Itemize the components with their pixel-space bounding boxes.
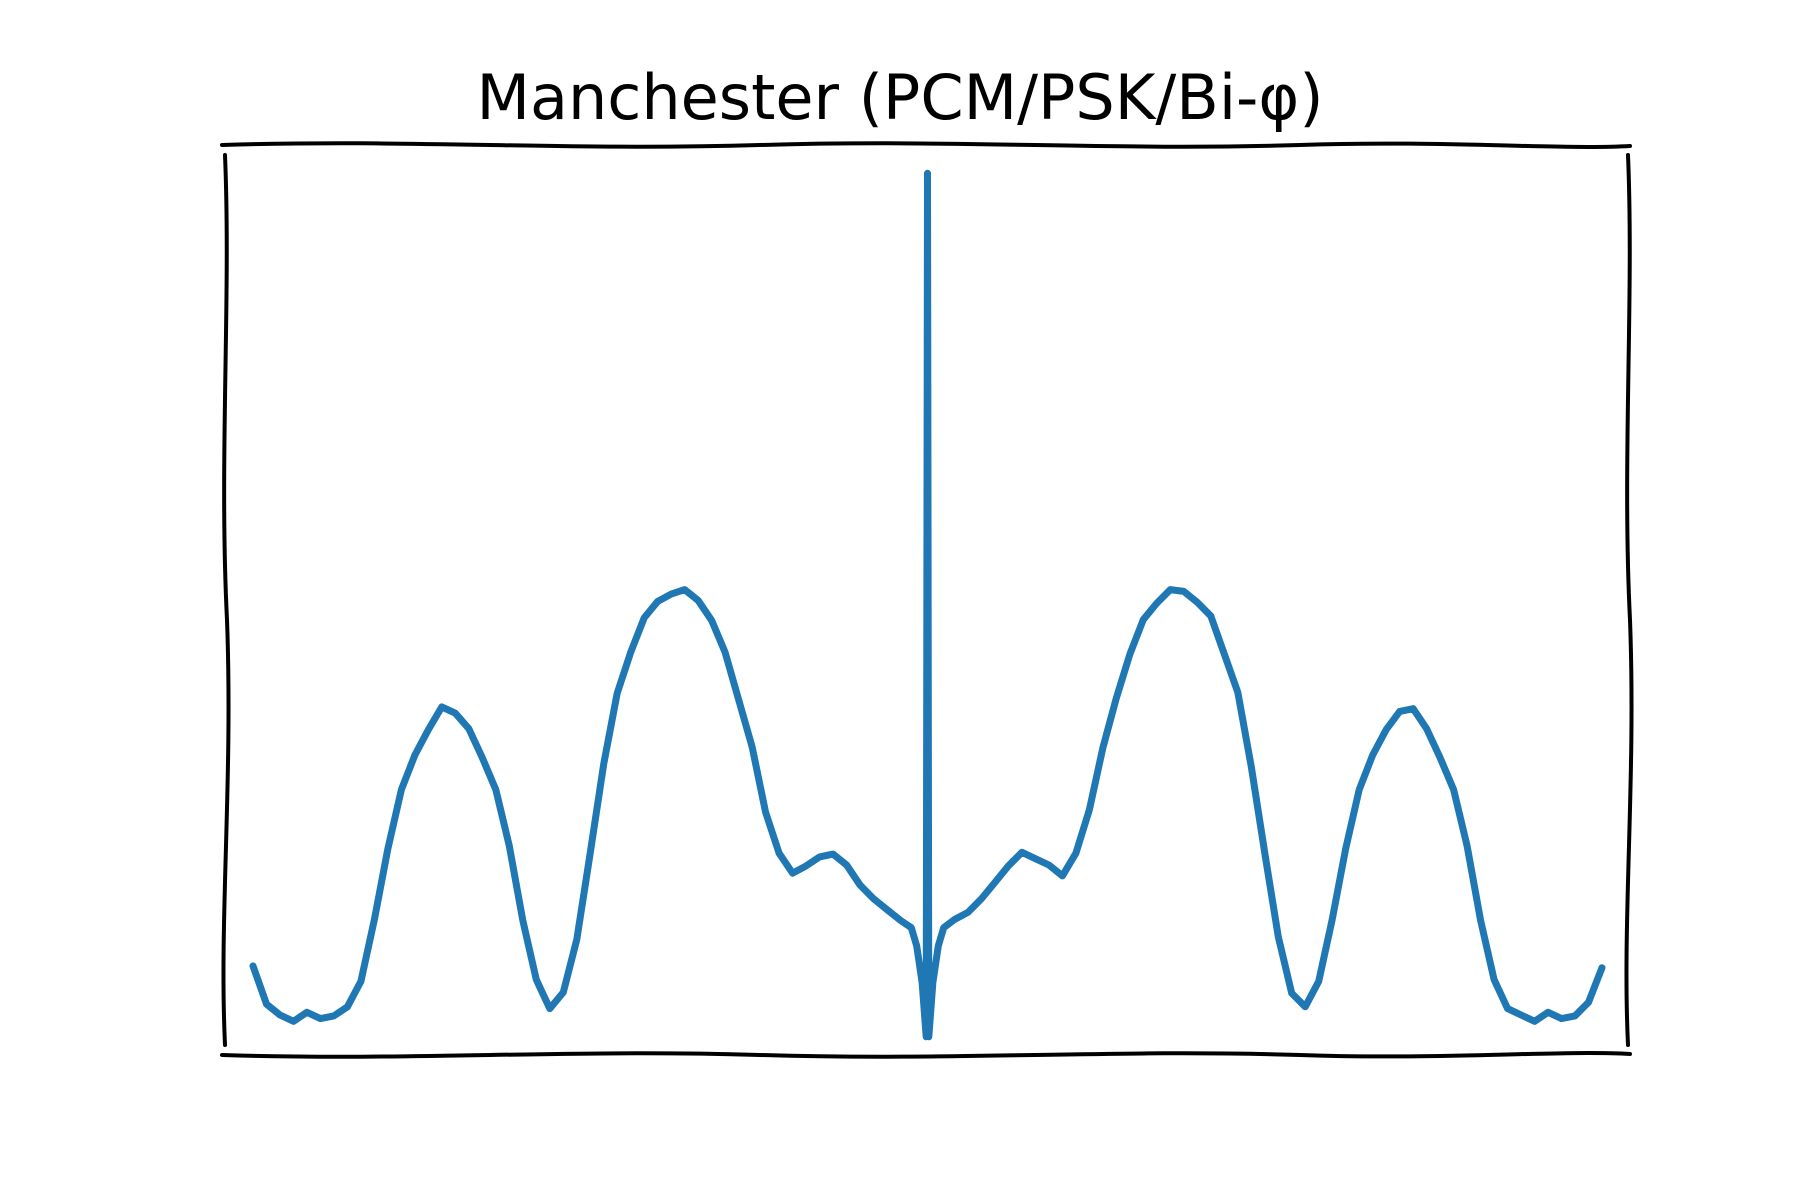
plot-frame-right — [1624, 153, 1634, 1047]
plot-frame-top — [220, 141, 1632, 149]
plot-area — [249, 169, 1606, 1041]
chart-title: Manchester (PCM/PSK/Bi-φ) — [476, 61, 1323, 134]
plot-frame-bottom — [220, 1051, 1632, 1059]
series-line-0 — [249, 169, 1606, 1041]
plot-frame-left — [221, 153, 231, 1047]
